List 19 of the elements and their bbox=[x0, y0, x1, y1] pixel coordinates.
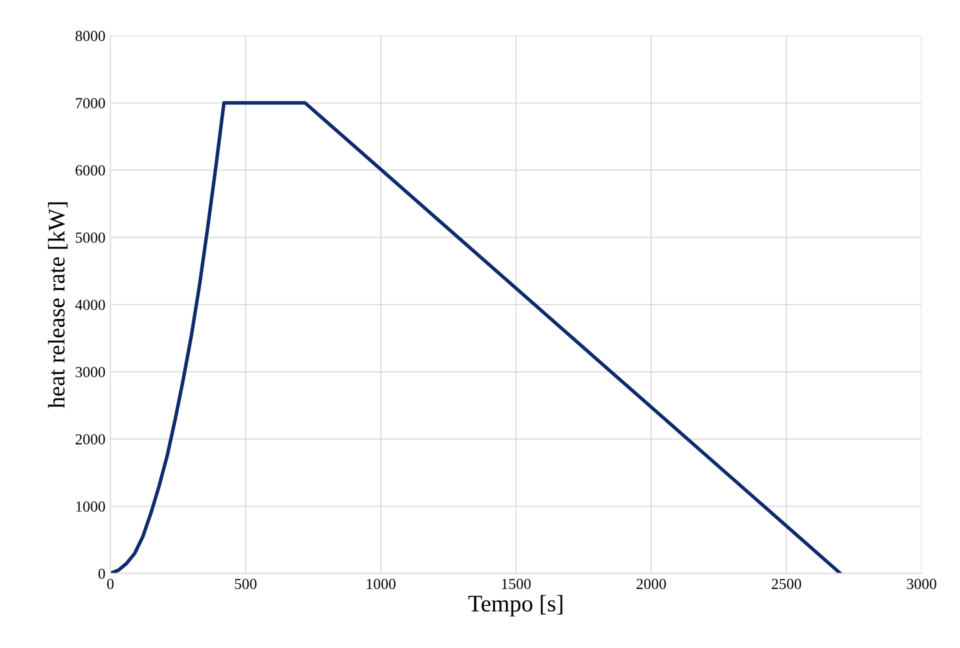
y-tick-label: 3000 bbox=[76, 366, 105, 378]
x-tick-label: 3000 bbox=[907, 578, 936, 590]
y-tick-label: 5000 bbox=[76, 232, 105, 243]
line-series bbox=[110, 101, 842, 574]
x-tick-label: 1000 bbox=[366, 578, 396, 590]
x-tick-label: 2000 bbox=[636, 578, 666, 590]
y-tick-label: 7000 bbox=[76, 98, 105, 108]
y-tick-label: 8000 bbox=[76, 30, 105, 42]
y-tick-label: 1000 bbox=[76, 501, 105, 512]
x-tick-label: 1500 bbox=[502, 578, 531, 590]
y-axis-title: heat release rate [kW] bbox=[48, 202, 68, 408]
x-tick-label: 0 bbox=[107, 578, 114, 590]
x-axis-title: Tempo [s] bbox=[468, 594, 562, 616]
y-tick-label: 2000 bbox=[76, 434, 105, 444]
y-tick-label: 4000 bbox=[75, 300, 105, 310]
y-tick-label: 6000 bbox=[76, 165, 105, 176]
y-tick-label: 0 bbox=[98, 568, 105, 579]
x-tick-label: 500 bbox=[235, 578, 256, 590]
x-tick-label: 2500 bbox=[772, 578, 802, 590]
